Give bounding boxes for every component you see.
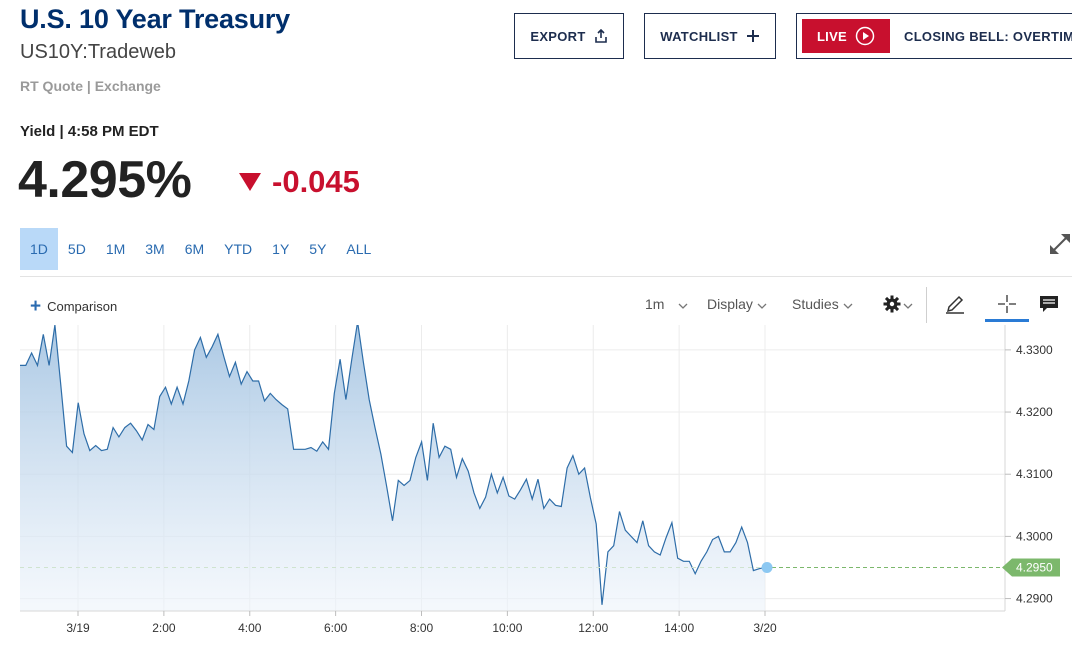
y-tick-label: 4.3100 xyxy=(1016,467,1053,481)
y-tick-label: 4.3200 xyxy=(1016,405,1053,419)
comparison-button[interactable]: + Comparison xyxy=(30,297,117,316)
tab-1d[interactable]: 1D xyxy=(20,228,58,270)
y-tick-label: 4.3300 xyxy=(1016,343,1053,357)
x-tick-label: 3/20 xyxy=(753,621,777,635)
x-tick-label: 14:00 xyxy=(664,621,694,635)
export-button[interactable]: EXPORT xyxy=(514,13,624,59)
display-label: Display xyxy=(707,296,753,312)
tab-1y[interactable]: 1Y xyxy=(272,241,290,257)
last-value-dot xyxy=(761,561,773,573)
tab-ytd[interactable]: YTD xyxy=(224,241,253,257)
chevron-down-icon xyxy=(903,303,913,309)
live-label: LIVE xyxy=(816,28,848,44)
pencil-icon xyxy=(944,293,966,315)
x-tick-label: 10:00 xyxy=(492,621,522,635)
chevron-down-icon xyxy=(678,303,688,309)
tab-all[interactable]: ALL xyxy=(346,241,372,257)
tab-5d[interactable]: 5D xyxy=(67,241,86,257)
tab-3m[interactable]: 3M xyxy=(145,241,165,257)
gear-icon xyxy=(883,295,901,313)
play-circle-icon xyxy=(855,26,875,46)
tab-1m[interactable]: 1M xyxy=(105,241,126,257)
live-button[interactable]: LIVE CLOSING BELL: OVERTIME xyxy=(796,13,1072,59)
studies-label: Studies xyxy=(792,296,839,312)
chevron-down-icon xyxy=(843,303,853,309)
studies-dropdown[interactable]: Studies xyxy=(792,293,853,315)
x-tick-label: 8:00 xyxy=(410,621,434,635)
export-button-label: EXPORT xyxy=(530,28,586,44)
down-triangle-icon xyxy=(238,172,262,192)
series-area xyxy=(20,325,765,611)
interval-dropdown[interactable]: 1m xyxy=(645,293,688,315)
price-change: -0.045 xyxy=(238,164,360,200)
range-tabs: 1D 5D 1M 3M 6M YTD 1Y 5Y ALL xyxy=(20,228,381,270)
last-value-badge: 4.2950 xyxy=(1002,558,1060,577)
live-badge: LIVE xyxy=(802,19,890,53)
yield-chart[interactable]: 4.3300 4.3200 4.3100 4.3000 4.2900 3/19 2:00 4:… xyxy=(0,325,1072,651)
last-value-badge-shape xyxy=(1002,558,1060,577)
x-tick-label: 2:00 xyxy=(152,621,176,635)
yield-timestamp: Yield | 4:58 PM EDT xyxy=(20,123,159,140)
chevron-down-icon xyxy=(757,303,767,309)
x-tick-label: 12:00 xyxy=(578,621,608,635)
display-dropdown[interactable]: Display xyxy=(707,293,767,315)
watchlist-button-label: WATCHLIST xyxy=(660,28,738,44)
page-title: U.S. 10 Year Treasury xyxy=(20,4,290,34)
last-value-label: 4.2950 xyxy=(1016,560,1053,574)
comparison-label: Comparison xyxy=(47,299,118,314)
series-line xyxy=(20,325,766,605)
divider xyxy=(20,276,1072,277)
settings-dropdown[interactable] xyxy=(883,293,913,315)
last-price: 4.295% xyxy=(18,151,192,209)
watchlist-button[interactable]: WATCHLIST xyxy=(644,13,776,59)
x-tick-label: 4:00 xyxy=(238,621,262,635)
ticker-symbol: US10Y:Tradeweb xyxy=(20,41,177,63)
x-tick-label: 6:00 xyxy=(324,621,348,635)
overtime-label: CLOSING BELL: OVERTIME xyxy=(904,28,1072,44)
change-value: -0.045 xyxy=(272,164,360,199)
tab-6m[interactable]: 6M xyxy=(184,241,205,257)
toolbar-divider xyxy=(926,287,927,323)
draw-tool-button[interactable] xyxy=(944,293,966,315)
x-tick-label: 3/19 xyxy=(66,621,90,635)
y-tick-label: 4.2900 xyxy=(1016,592,1053,606)
interval-label: 1m xyxy=(645,296,665,312)
expand-icon[interactable] xyxy=(1048,228,1072,256)
crosshair-icon xyxy=(997,294,1017,314)
quote-source: RT Quote | Exchange xyxy=(20,78,161,94)
y-tick-label: 4.3000 xyxy=(1016,529,1053,543)
plus-icon xyxy=(746,29,760,43)
tab-5y[interactable]: 5Y xyxy=(309,241,327,257)
export-icon xyxy=(594,29,608,43)
comment-icon xyxy=(1039,295,1059,313)
comment-tool-button[interactable] xyxy=(1039,293,1059,315)
crosshair-tool-button[interactable] xyxy=(985,288,1029,322)
plus-icon: + xyxy=(30,296,42,317)
